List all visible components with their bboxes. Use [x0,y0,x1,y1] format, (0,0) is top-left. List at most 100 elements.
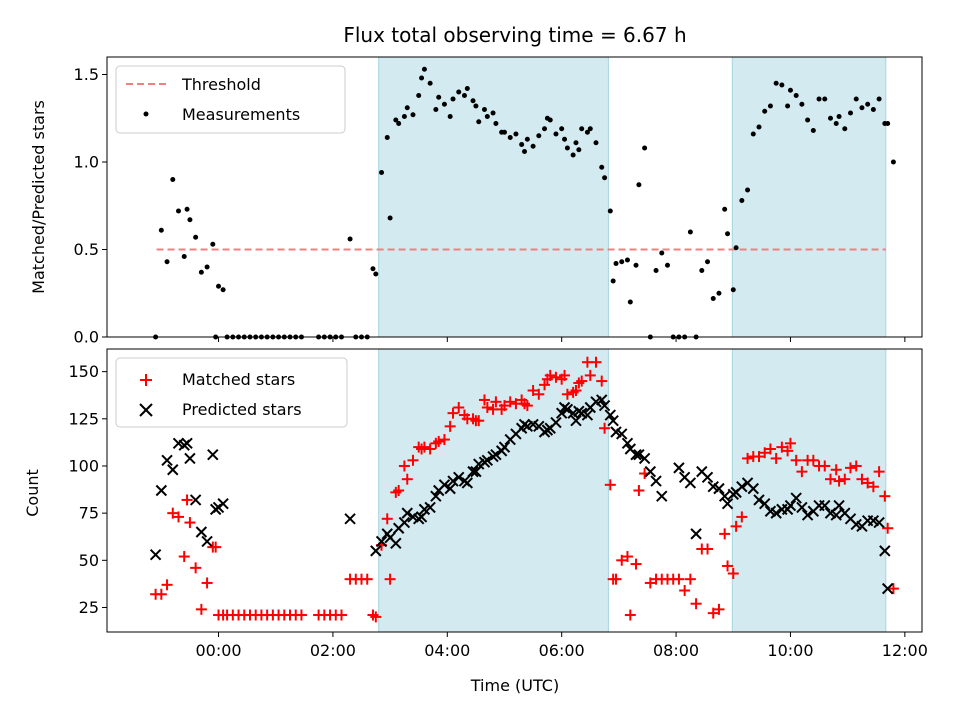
measurement-point [373,271,379,277]
bottom-legend: Matched stars Predicted stars [115,357,348,428]
top-observing-window-1 [731,56,887,338]
measurement-point [473,103,479,109]
measurement-point [659,250,665,256]
matched-star-point [384,573,396,585]
predicted-star-point [770,507,782,519]
predicted-star-point [819,499,831,512]
bottom-xtick-label-1: 02:00 [310,641,356,660]
bottom-xtick-label-2: 04:00 [424,641,470,660]
measurement-point [859,105,865,111]
predicted-star-point [598,399,611,412]
matched-star-point [807,454,819,466]
measurement-point [836,114,842,119]
matched-star-point [624,609,636,621]
predicted-star-point [447,475,459,487]
matched-star-point [690,598,702,610]
predicted-star-point [616,428,628,440]
matched-star-point [776,441,788,453]
measurement-point [370,266,376,272]
measurement-point [447,114,453,119]
top-ytick-label-1: 0.5 [74,240,99,259]
matched-star-point [824,473,836,485]
measurement-point [619,259,625,265]
matched-star-point [630,558,642,570]
matched-star-point [570,385,582,397]
top-ytick-label-3: 1.5 [74,65,99,84]
predicted-star-point [873,516,885,529]
predicted-star-point [570,414,582,427]
predicted-star-point [736,481,748,493]
matched-star-point [862,477,874,489]
measurement-point [470,98,476,104]
matched-star-point [539,379,551,391]
measurement-point [587,126,593,132]
matched-star-point [856,473,868,485]
predicted-star-point [398,516,411,529]
matched-star-point [742,452,754,464]
matched-star-point [295,609,307,621]
measurement-point [570,152,576,158]
legend-measurements-label: Measurements [182,105,300,124]
x-axis-label: Time (UTC) [470,676,559,695]
predicted-star-point [181,437,193,450]
measurement-point [642,145,648,151]
measurement-point [175,208,181,214]
matched-star-point [850,460,862,472]
measurement-point [584,129,590,135]
predicted-star-point [784,499,797,512]
matched-star-point [490,396,502,408]
measurement-point [562,136,568,142]
predicted-star-point [630,448,642,461]
matched-star-point [201,577,213,589]
matched-star-point [621,551,633,563]
matched-star-point [782,445,794,457]
matched-star-point [702,543,714,555]
predicted-star-point [830,509,842,521]
predicted-star-point [718,490,731,502]
measurement-point [599,164,605,170]
matched-star-point [644,577,656,589]
bottom-y-axis-label: Count [23,469,42,517]
matched-star-point [478,394,490,406]
predicted-star-point [621,437,634,450]
matched-star-point [867,481,879,493]
legend-matched-label: Matched stars [182,370,295,389]
predicted-star-point [581,409,594,421]
predicted-star-point [461,477,474,489]
matched-star-point [610,573,622,585]
matched-star-point [596,375,608,387]
measurement-point [559,126,565,132]
measurement-point [220,287,226,293]
predicted-star-point [833,499,845,512]
matched-star-point [845,462,857,474]
measurement-point [653,268,659,273]
measurement-point [501,129,507,135]
matched-star-point [527,385,539,397]
measurement-point [573,140,579,146]
measurement-point [170,177,176,182]
bottom-panel: 25 50 75 100 125 150 00:00 02:00 04:00 06:00 08:0… [23,348,928,695]
measurement-point [387,215,393,221]
bottom-ytick-label-0: 25 [79,598,99,617]
measurement-point [401,114,407,119]
matched-star-point [719,528,731,540]
predicted-star-point [444,482,456,495]
predicted-star-point [801,509,814,521]
matched-star-point [796,466,808,478]
predicted-star-point [555,407,568,419]
predicted-star-point [607,414,619,427]
predicted-star-point [430,490,442,502]
measurement-point [756,124,762,130]
legend-threshold-label: Threshold [181,75,261,94]
measurement-point [450,96,456,102]
top-plot-frame [106,56,923,338]
measurement-point [787,87,793,93]
matched-star-point [707,607,719,619]
measurement-point [687,229,693,235]
matched-star-point [550,371,562,383]
predicted-star-point [721,497,734,510]
measurement-point [716,290,722,296]
measurement-point [461,93,467,98]
matched-star-point [161,579,173,591]
matched-star-point [210,541,222,553]
